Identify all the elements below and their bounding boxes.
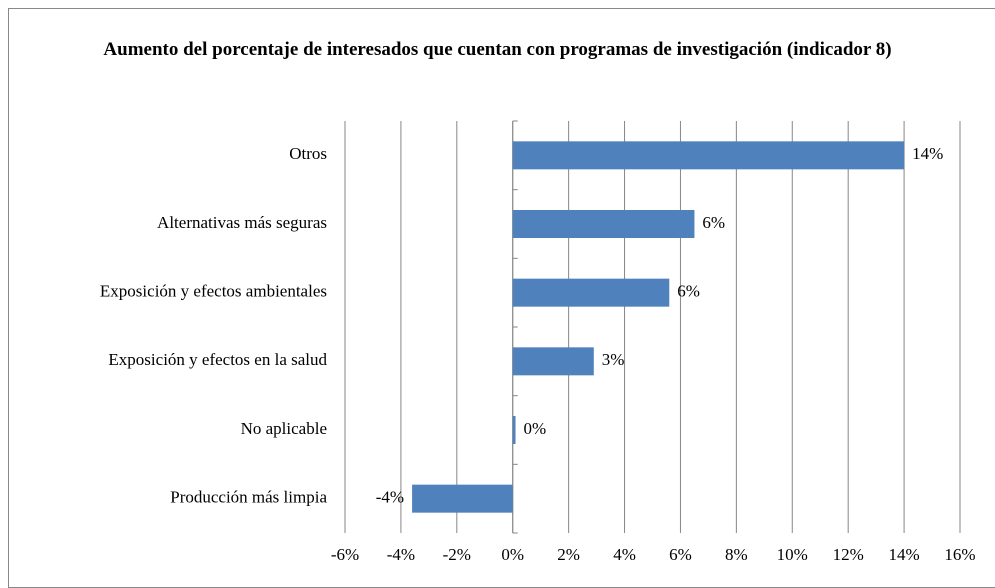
data-label: 3% (602, 350, 625, 369)
y-tick-label: Producción más limpia (170, 488, 327, 507)
x-tick-label: 2% (557, 545, 580, 564)
x-tick-label: 16% (944, 545, 975, 564)
y-tick-label: No aplicable (241, 419, 327, 438)
data-label: 6% (702, 213, 725, 232)
data-label: 0% (524, 419, 547, 438)
x-tick-label: 12% (833, 545, 864, 564)
y-tick-label: Exposición y efectos en la salud (108, 350, 327, 369)
bar (512, 347, 594, 376)
x-tick-label: 0% (501, 545, 524, 564)
y-tick-label: Exposición y efectos ambientales (100, 282, 327, 301)
x-tick-label: 14% (889, 545, 920, 564)
x-tick-label: -2% (443, 545, 471, 564)
bar (512, 278, 670, 307)
data-label: 14% (912, 144, 943, 163)
bar (512, 141, 905, 170)
bar (412, 484, 513, 513)
x-tick-label: 10% (777, 545, 808, 564)
bar (512, 416, 516, 444)
y-tick-label: Alternativas más seguras (157, 213, 327, 232)
x-tick-label: -6% (331, 545, 359, 564)
y-tick-label: Otros (289, 144, 327, 163)
x-tick-label: 6% (669, 545, 692, 564)
x-tick-label: 4% (613, 545, 636, 564)
bar (512, 210, 695, 238)
x-tick-label: 8% (725, 545, 748, 564)
x-tick-label: -4% (387, 545, 415, 564)
data-label: 6% (677, 282, 700, 301)
chart-title: Aumento del porcentaje de interesados qu… (103, 39, 892, 60)
data-label: -4% (376, 488, 404, 507)
